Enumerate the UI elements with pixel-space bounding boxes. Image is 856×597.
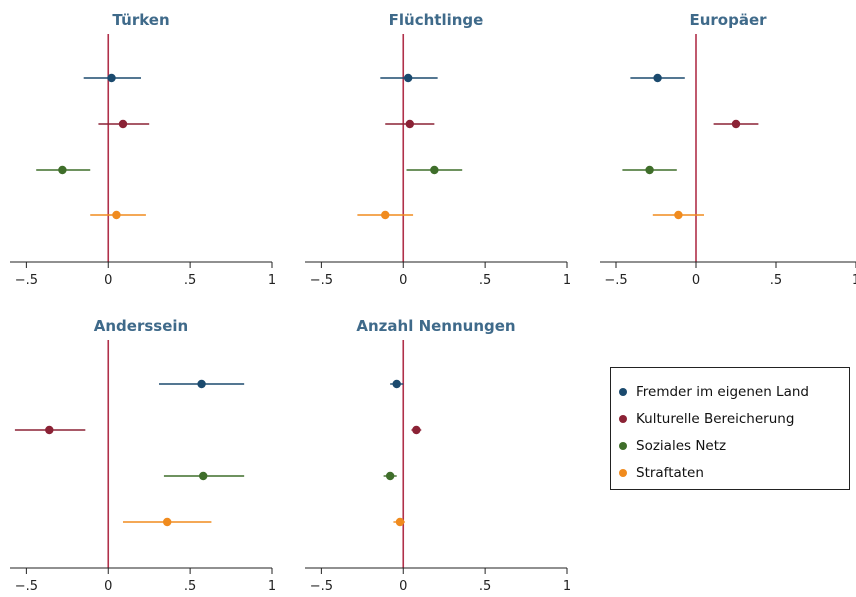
panel-title: Anzahl Nennungen bbox=[356, 317, 515, 335]
point-estimate bbox=[412, 425, 421, 435]
point-estimate bbox=[197, 379, 206, 389]
x-tick-label: 1 bbox=[563, 579, 571, 594]
point-estimate bbox=[674, 210, 683, 220]
legend-item-fremder: Fremder im eigenen Land bbox=[619, 378, 849, 405]
legend-marker bbox=[619, 441, 627, 450]
point-estimate bbox=[112, 210, 121, 220]
legend-item-soziales: Soziales Netz bbox=[619, 432, 849, 459]
panel-title: Europäer bbox=[689, 11, 767, 29]
x-tick-label: .5 bbox=[184, 273, 196, 288]
point-estimate bbox=[405, 119, 414, 129]
legend-marker bbox=[619, 414, 627, 423]
x-tick-label: 1 bbox=[563, 273, 571, 288]
point-estimate bbox=[403, 73, 413, 83]
x-tick-label: −.5 bbox=[310, 273, 333, 288]
x-tick-label: −.5 bbox=[15, 579, 38, 594]
x-tick-label: 0 bbox=[104, 273, 112, 288]
x-tick-label: 1 bbox=[268, 579, 276, 594]
panel-title: Türken bbox=[112, 11, 169, 29]
point-estimate bbox=[653, 73, 662, 83]
x-tick-label: .5 bbox=[184, 579, 196, 594]
legend-marker bbox=[619, 468, 627, 477]
legend-label: Straftaten bbox=[636, 464, 704, 481]
point-estimate bbox=[381, 210, 390, 220]
point-estimate bbox=[430, 165, 439, 175]
x-tick-label: 0 bbox=[399, 579, 407, 594]
x-tick-label: 1 bbox=[852, 273, 856, 288]
legend-label: Kulturelle Bereicherung bbox=[636, 410, 795, 427]
point-estimate bbox=[731, 119, 741, 129]
legend-item-straftaten: Straftaten bbox=[619, 459, 849, 486]
legend: Fremder im eigenen Land Kulturelle Berei… bbox=[610, 367, 850, 490]
panel-title: Flüchtlinge bbox=[389, 11, 484, 29]
x-tick-label: −.5 bbox=[604, 273, 627, 288]
x-tick-label: 0 bbox=[104, 579, 112, 594]
x-tick-label: 1 bbox=[268, 273, 276, 288]
x-tick-label: −.5 bbox=[15, 273, 38, 288]
point-estimate bbox=[395, 517, 405, 527]
panel-title: Anderssein bbox=[94, 317, 188, 335]
point-estimate bbox=[107, 73, 116, 83]
point-estimate bbox=[45, 425, 54, 435]
x-tick-label: .5 bbox=[770, 273, 782, 288]
point-estimate bbox=[163, 517, 172, 527]
x-tick-label: .5 bbox=[479, 273, 491, 288]
x-tick-label: .5 bbox=[479, 579, 491, 594]
point-estimate bbox=[392, 379, 401, 389]
point-estimate bbox=[385, 471, 395, 481]
x-tick-label: 0 bbox=[692, 273, 700, 288]
legend-label: Soziales Netz bbox=[636, 437, 727, 454]
point-estimate bbox=[58, 165, 67, 175]
point-estimate bbox=[645, 165, 654, 175]
legend-marker bbox=[619, 387, 627, 396]
legend-item-kulturelle: Kulturelle Bereicherung bbox=[619, 405, 849, 432]
legend-label: Fremder im eigenen Land bbox=[636, 383, 809, 400]
x-tick-label: −.5 bbox=[310, 579, 333, 594]
x-tick-label: 0 bbox=[399, 273, 407, 288]
point-estimate bbox=[199, 471, 208, 481]
point-estimate bbox=[118, 119, 128, 129]
